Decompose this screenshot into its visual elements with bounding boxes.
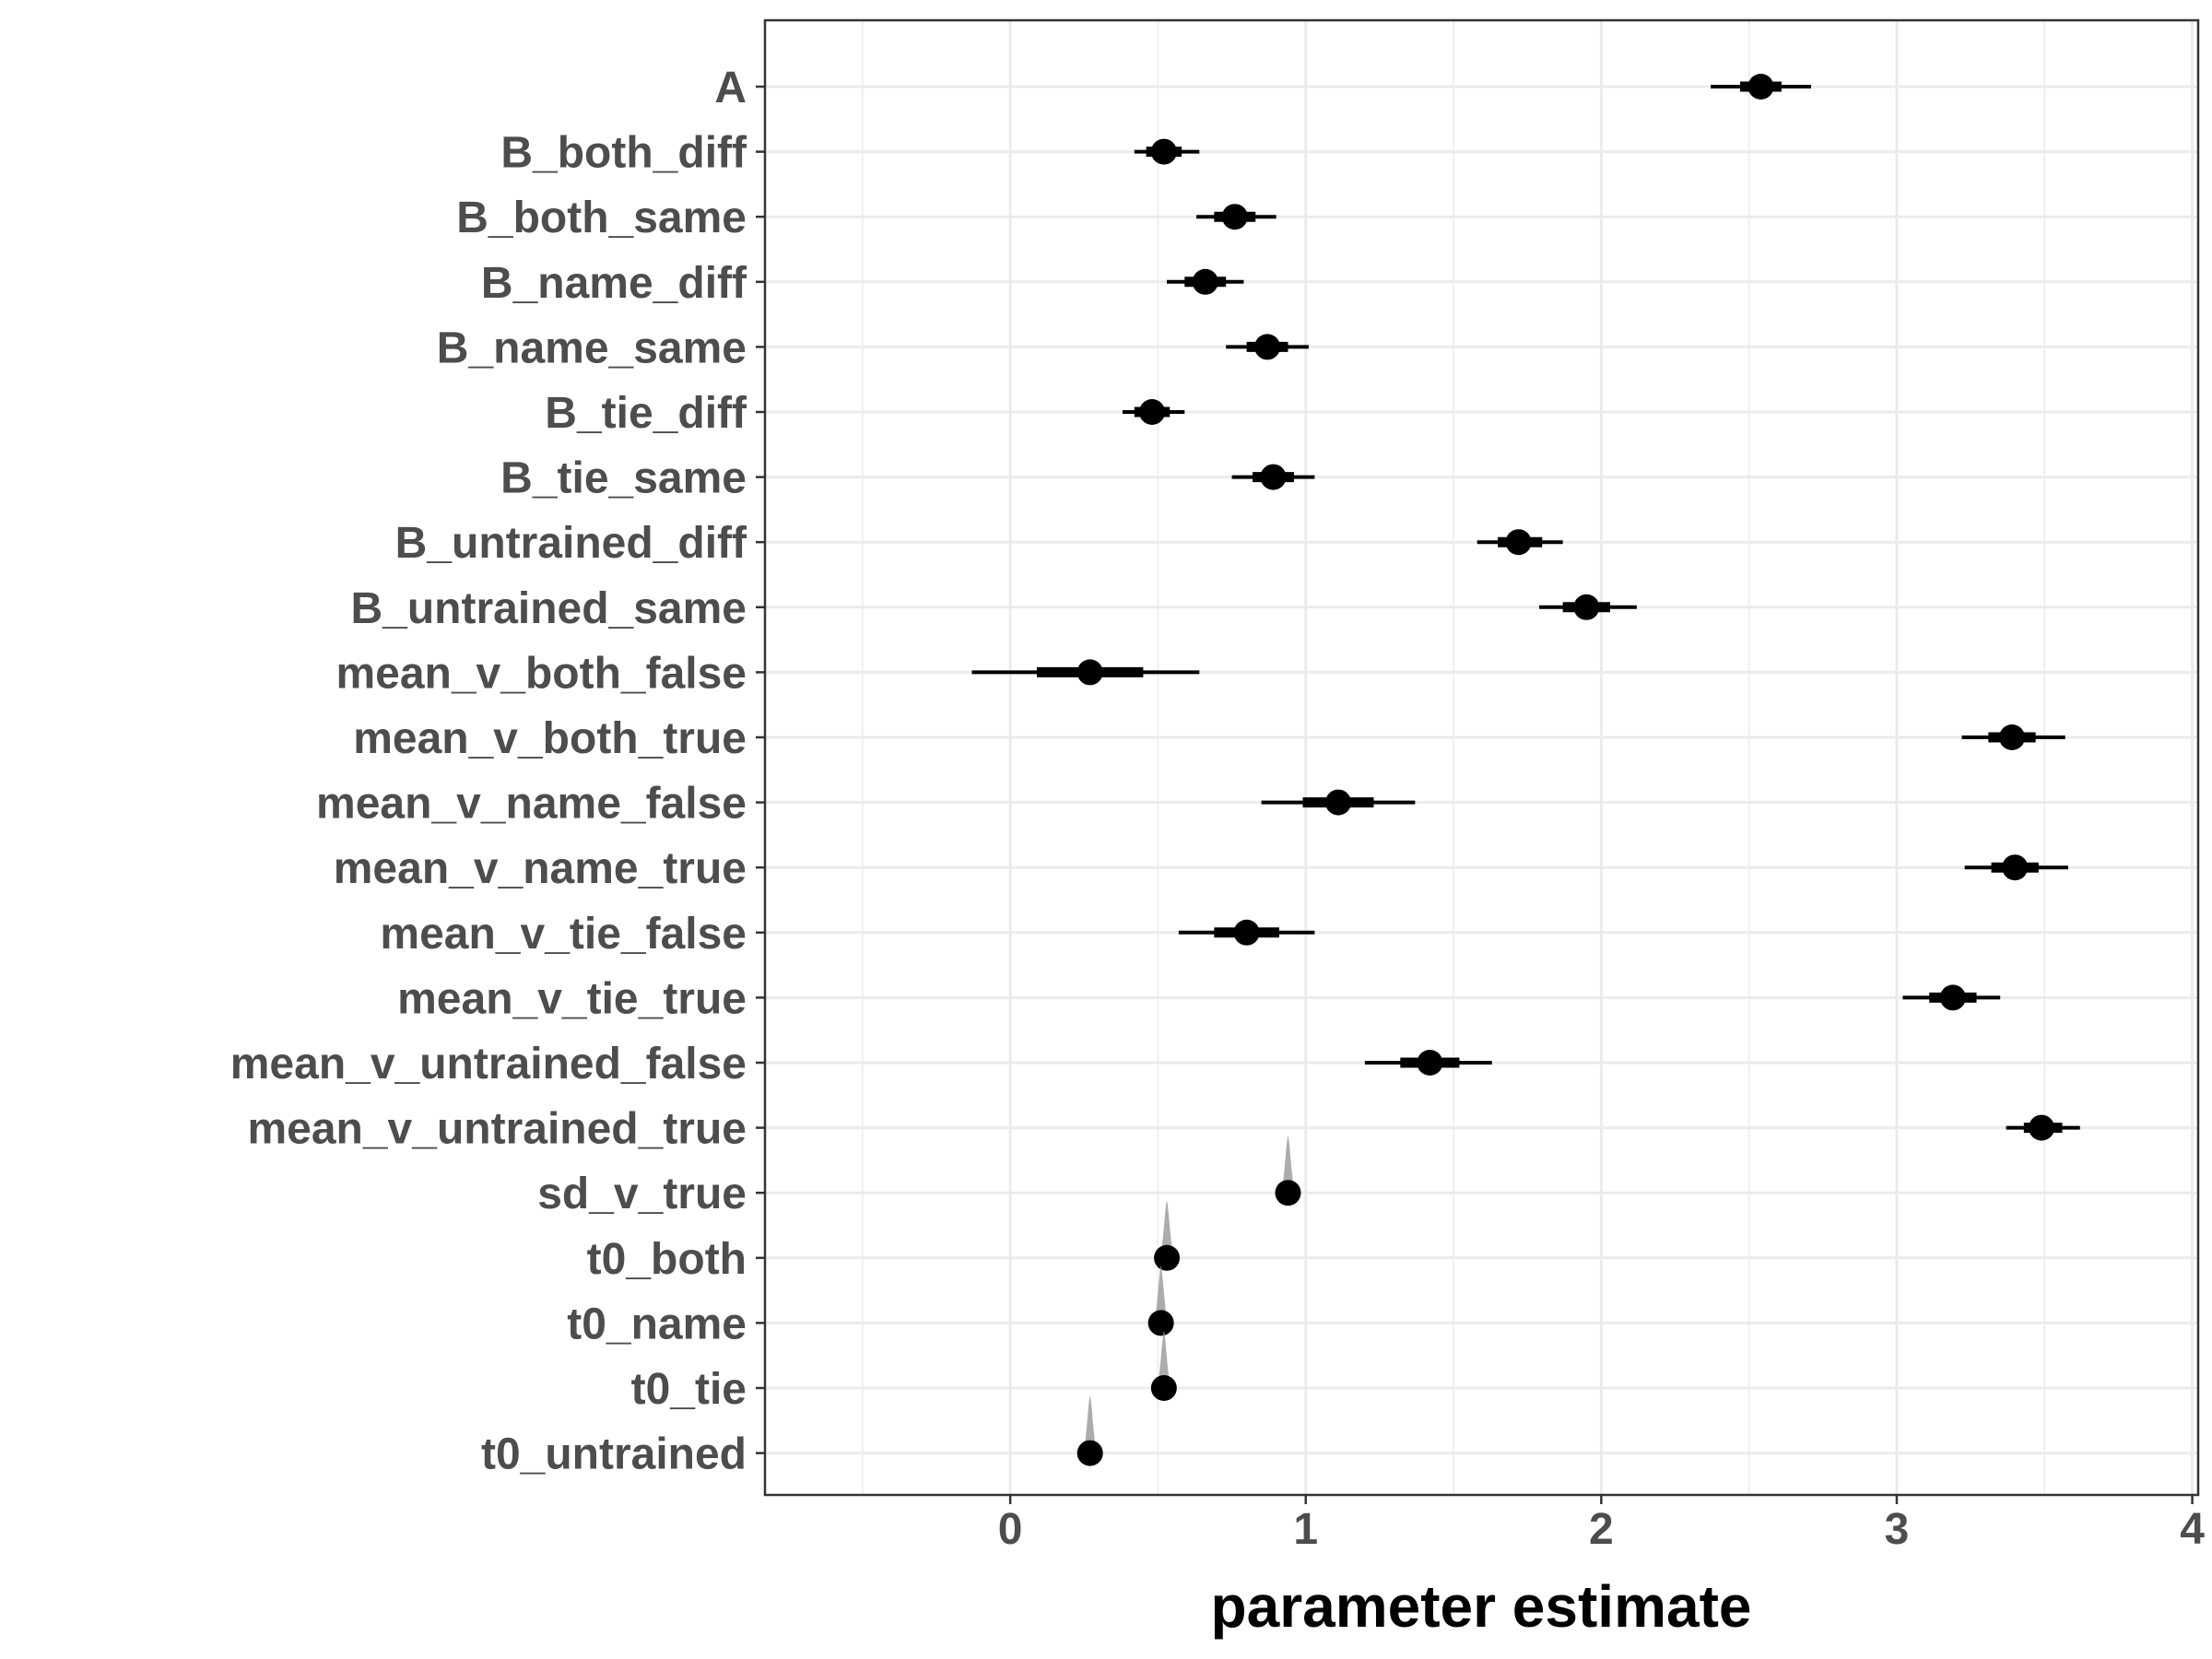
density-shape bbox=[1083, 1395, 1097, 1453]
y-tick-label: A bbox=[714, 64, 747, 112]
y-tick-label: t0_untrained bbox=[481, 1430, 747, 1479]
param-row-t0_both bbox=[1154, 1200, 1181, 1271]
point-estimate bbox=[1233, 919, 1260, 946]
point-estimate bbox=[1505, 529, 1532, 556]
point-estimate bbox=[1254, 334, 1281, 360]
y-tick-label: mean_v_tie_true bbox=[397, 974, 747, 1023]
param-row-sd_v_true bbox=[1275, 1135, 1301, 1206]
x-tick-label: 1 bbox=[1293, 1505, 1318, 1554]
y-tick-label: mean_v_untrained_true bbox=[247, 1105, 747, 1154]
x-axis-ticks: 0 1 2 3 4 bbox=[998, 1495, 2205, 1554]
y-tick-label: mean_v_name_false bbox=[316, 780, 747, 829]
param-row-mean_v_both_true bbox=[1961, 724, 2065, 750]
y-tick-label: B_both_diff bbox=[500, 129, 747, 178]
point-estimate bbox=[2002, 854, 2029, 881]
point-estimate bbox=[1150, 138, 1177, 165]
point-estimate bbox=[1154, 1244, 1181, 1271]
y-tick-label: mean_v_name_true bbox=[334, 844, 747, 893]
point-estimate bbox=[1939, 984, 1966, 1011]
point-estimate bbox=[1260, 464, 1287, 490]
y-axis-ticks: A B_both_diff B_both_same B_name_diff B_name… bbox=[230, 64, 765, 1479]
x-tick-label: 4 bbox=[2180, 1505, 2205, 1554]
param-row-mean_v_name_false bbox=[1261, 789, 1416, 816]
y-tick-label: B_tie_same bbox=[500, 454, 747, 503]
y-tick-label: B_both_same bbox=[456, 194, 747, 242]
point-estimate bbox=[1077, 659, 1103, 686]
y-tick-label: mean_v_untrained_false bbox=[230, 1040, 747, 1088]
x-tick-label: 0 bbox=[998, 1505, 1023, 1554]
param-row-mean_v_tie_false bbox=[1178, 919, 1315, 946]
param-row-mean_v_both_false bbox=[971, 659, 1200, 686]
y-tick-label: B_untrained_same bbox=[351, 584, 747, 633]
y-tick-label: sd_v_true bbox=[537, 1170, 747, 1218]
point-estimate bbox=[1325, 789, 1351, 816]
density-shape bbox=[1281, 1135, 1295, 1194]
y-tick-label: B_tie_diff bbox=[545, 389, 747, 438]
point-estimate bbox=[2029, 1114, 2055, 1141]
param-row-mean_v_tie_true bbox=[1902, 984, 2001, 1011]
y-tick-label: t0_both bbox=[587, 1235, 747, 1284]
param-row-B_name_diff bbox=[1167, 268, 1244, 295]
plot-panel bbox=[765, 20, 2198, 1495]
point-estimate bbox=[1192, 268, 1218, 295]
point-estimate bbox=[1573, 594, 1600, 620]
param-row-B_both_diff bbox=[1134, 138, 1200, 165]
point-estimate bbox=[1417, 1050, 1443, 1076]
point-estimate bbox=[1747, 74, 1774, 100]
density-shape bbox=[1154, 1265, 1168, 1324]
param-row-B_untrained_diff bbox=[1477, 529, 1563, 556]
y-tick-label: mean_v_both_true bbox=[353, 714, 747, 763]
param-row-mean_v_untrained_false bbox=[1364, 1050, 1492, 1076]
grid-lines bbox=[765, 20, 2198, 1495]
density-shape bbox=[1157, 1331, 1171, 1388]
plot-panel-border bbox=[763, 18, 2200, 1497]
param-row-A bbox=[1710, 74, 1811, 100]
point-estimate bbox=[1275, 1180, 1301, 1206]
y-tick-label: t0_tie bbox=[631, 1365, 747, 1414]
density-shape bbox=[1160, 1200, 1174, 1258]
y-tick-label: B_name_same bbox=[437, 324, 747, 372]
point-estimate bbox=[1221, 204, 1248, 230]
param-row-mean_v_untrained_true bbox=[2006, 1114, 2080, 1141]
point-estimate bbox=[1150, 1375, 1177, 1401]
x-axis-title: parameter estimate bbox=[1211, 1573, 1752, 1640]
param-row-B_tie_diff bbox=[1122, 399, 1185, 425]
param-row-B_both_same bbox=[1196, 204, 1277, 230]
param-row-B_name_same bbox=[1226, 334, 1309, 360]
param-row-mean_v_name_true bbox=[1964, 854, 2068, 881]
param-row-B_tie_same bbox=[1231, 464, 1315, 490]
y-tick-label: mean_v_tie_false bbox=[380, 910, 747, 959]
param-row-t0_name bbox=[1147, 1265, 1174, 1336]
param-row-t0_untrained bbox=[1077, 1395, 1103, 1466]
x-tick-label: 3 bbox=[1885, 1505, 1910, 1554]
y-tick-label: B_name_diff bbox=[481, 259, 747, 308]
y-tick-label: t0_name bbox=[567, 1300, 747, 1348]
point-estimate bbox=[1147, 1310, 1174, 1336]
data-marks bbox=[971, 74, 2080, 1466]
x-tick-label: 2 bbox=[1589, 1505, 1614, 1554]
point-estimate bbox=[1999, 724, 2026, 750]
point-estimate bbox=[1077, 1440, 1103, 1466]
param-row-t0_tie bbox=[1150, 1331, 1177, 1401]
y-tick-label: B_untrained_diff bbox=[395, 519, 747, 568]
param-row-B_untrained_same bbox=[1539, 594, 1637, 620]
point-estimate bbox=[1139, 399, 1166, 425]
y-tick-label: mean_v_both_false bbox=[335, 649, 747, 698]
